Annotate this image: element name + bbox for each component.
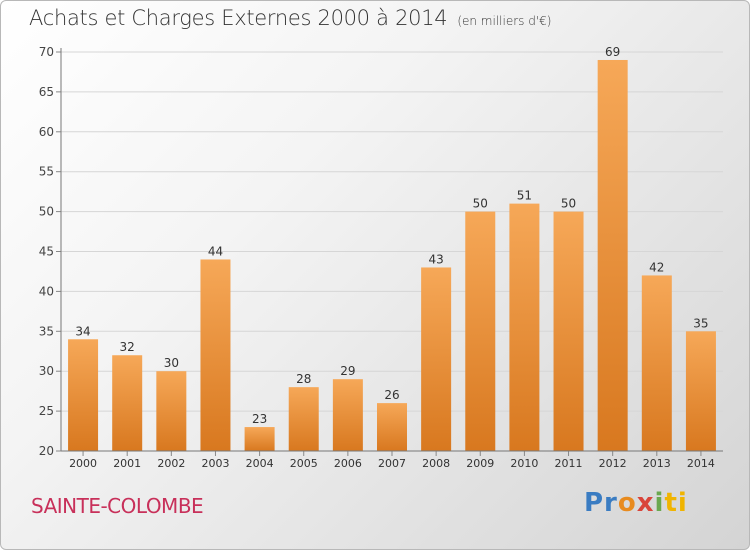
x-tick-label: 2009 [466, 457, 494, 470]
y-tick-label: 50 [39, 205, 54, 219]
bar [377, 403, 407, 451]
bar-value-label: 69 [605, 45, 620, 59]
bar-value-label: 50 [561, 197, 576, 211]
bar [288, 387, 319, 451]
y-tick-label: 60 [39, 125, 54, 139]
y-tick-label: 30 [39, 364, 54, 378]
bar [112, 355, 143, 451]
bar-value-label: 28 [296, 372, 311, 386]
x-tick-label: 2001 [113, 457, 141, 470]
y-tick-label: 70 [39, 45, 54, 59]
x-tick-label: 2012 [599, 457, 627, 470]
bar-value-label: 50 [473, 197, 488, 211]
bar-value-label: 30 [164, 356, 179, 370]
bar-value-label: 34 [75, 324, 90, 338]
x-tick-label: 2007 [378, 457, 406, 470]
x-tick-label: 2013 [643, 457, 671, 470]
bar-value-label: 42 [649, 260, 664, 274]
bar-value-label: 44 [208, 244, 223, 258]
bar [553, 211, 584, 451]
bar [421, 267, 452, 451]
logo-part: o [617, 488, 637, 518]
chart-title-text: Achats et Charges Externes 2000 à 2014 [29, 6, 448, 30]
chart-title: Achats et Charges Externes 2000 à 2014 (e… [29, 6, 551, 30]
y-tick-label: 55 [39, 165, 54, 179]
x-tick-label: 2011 [555, 457, 583, 470]
y-tick-label: 25 [39, 404, 54, 418]
proxiti-logo: Proxiti [584, 488, 688, 518]
x-tick-label: 2014 [687, 457, 715, 470]
bar [68, 339, 99, 451]
bar [156, 371, 187, 451]
x-tick-label: 2004 [246, 457, 274, 470]
bar-value-label: 29 [340, 364, 355, 378]
logo-part: ti [664, 488, 688, 518]
chart-unit: (en milliers d'€) [457, 14, 552, 28]
x-tick-label: 2003 [201, 457, 229, 470]
bar [244, 427, 275, 451]
y-tick-label: 40 [39, 284, 54, 298]
y-tick-label: 35 [39, 324, 54, 338]
x-tick-label: 2010 [510, 457, 538, 470]
bar [465, 211, 496, 451]
bar [685, 331, 716, 451]
logo-part: Pr [584, 488, 618, 518]
bar-value-label: 35 [693, 316, 708, 330]
bar-value-label: 23 [252, 412, 267, 426]
y-tick-label: 45 [39, 245, 54, 259]
logo-part: i [654, 488, 665, 518]
x-tick-label: 2002 [157, 457, 185, 470]
bar-value-label: 32 [120, 340, 135, 354]
bar-value-label: 26 [384, 388, 399, 402]
bar-value-label: 51 [517, 189, 532, 203]
y-tick-label: 65 [39, 85, 54, 99]
x-tick-label: 2008 [422, 457, 450, 470]
y-tick-label: 20 [39, 444, 54, 458]
commune-name: SAINTE-COLOMBE [31, 494, 204, 518]
logo-part: x [636, 488, 655, 518]
x-tick-label: 2000 [69, 457, 97, 470]
x-tick-label: 2006 [334, 457, 362, 470]
bar [200, 259, 231, 451]
bar [597, 59, 628, 451]
bar-value-label: 43 [428, 252, 443, 266]
x-tick-label: 2005 [290, 457, 318, 470]
bar [509, 203, 540, 451]
bar [641, 275, 672, 451]
bar [332, 379, 363, 451]
